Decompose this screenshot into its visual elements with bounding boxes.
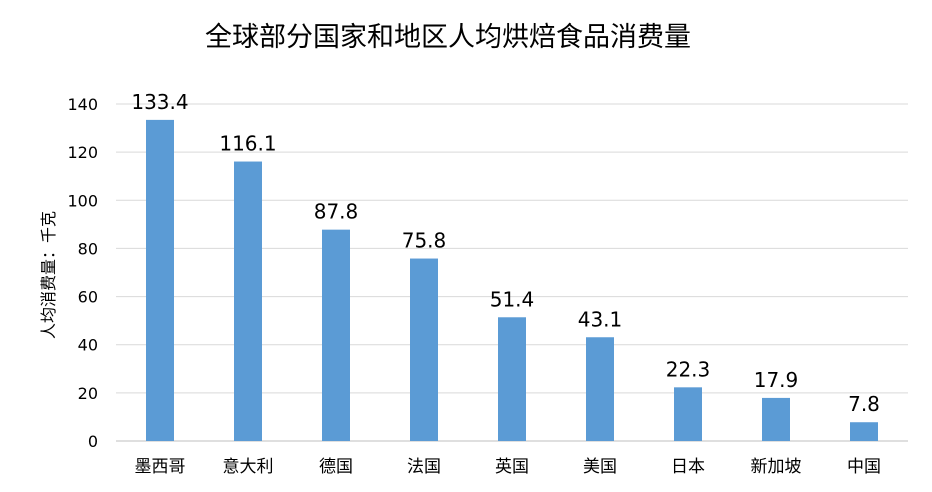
- y-tick-label: 120: [67, 143, 98, 162]
- bar: [322, 229, 350, 441]
- data-label: 7.8: [848, 392, 880, 416]
- data-label: 43.1: [578, 307, 623, 331]
- x-tick-label: 中国: [847, 457, 881, 477]
- x-tick-label: 英国: [495, 457, 529, 477]
- bar: [762, 397, 790, 441]
- data-label: 116.1: [219, 132, 276, 156]
- bar: [674, 387, 702, 441]
- bar: [850, 422, 878, 441]
- bar: [586, 337, 614, 441]
- y-tick-label: 80: [78, 239, 98, 258]
- bar: [146, 119, 174, 441]
- data-label: 17.9: [754, 368, 799, 392]
- data-label: 133.4: [131, 90, 188, 114]
- y-tick-label: 40: [78, 336, 98, 355]
- data-label: 87.8: [314, 200, 359, 224]
- bar: [410, 258, 438, 441]
- x-axis-ticks: 墨西哥 意大利 德国 法国 英国 美国 日本 新加坡 中国: [135, 457, 882, 477]
- y-tick-label: 100: [67, 191, 98, 210]
- data-labels: 133.4 116.1 87.8 75.8 51.4 43.1 22.3 17.9 7.8: [131, 90, 880, 416]
- y-axis-label: 人均消费量：千克: [39, 211, 58, 339]
- y-tick-label: 140: [67, 95, 98, 114]
- y-tick-label: 60: [78, 288, 98, 307]
- bars: [146, 119, 878, 442]
- x-tick-label: 法国: [407, 457, 441, 477]
- bar: [234, 161, 262, 442]
- y-tick-label: 20: [78, 384, 98, 403]
- x-tick-label: 德国: [319, 457, 353, 477]
- y-tick-label: 0: [88, 432, 98, 451]
- x-tick-label: 墨西哥: [135, 457, 186, 477]
- bar: [498, 317, 526, 441]
- x-tick-label: 新加坡: [751, 457, 802, 477]
- x-tick-label: 意大利: [223, 457, 274, 477]
- x-tick-label: 美国: [583, 457, 617, 477]
- y-axis-ticks: 0 20 40 60 80 100 120 140: [67, 95, 98, 451]
- x-tick-label: 日本: [671, 457, 705, 477]
- data-label: 51.4: [490, 287, 535, 311]
- data-label: 22.3: [666, 357, 711, 381]
- chart-title: 全球部分国家和地区人均烘焙食品消费量: [205, 22, 691, 53]
- data-label: 75.8: [402, 229, 447, 253]
